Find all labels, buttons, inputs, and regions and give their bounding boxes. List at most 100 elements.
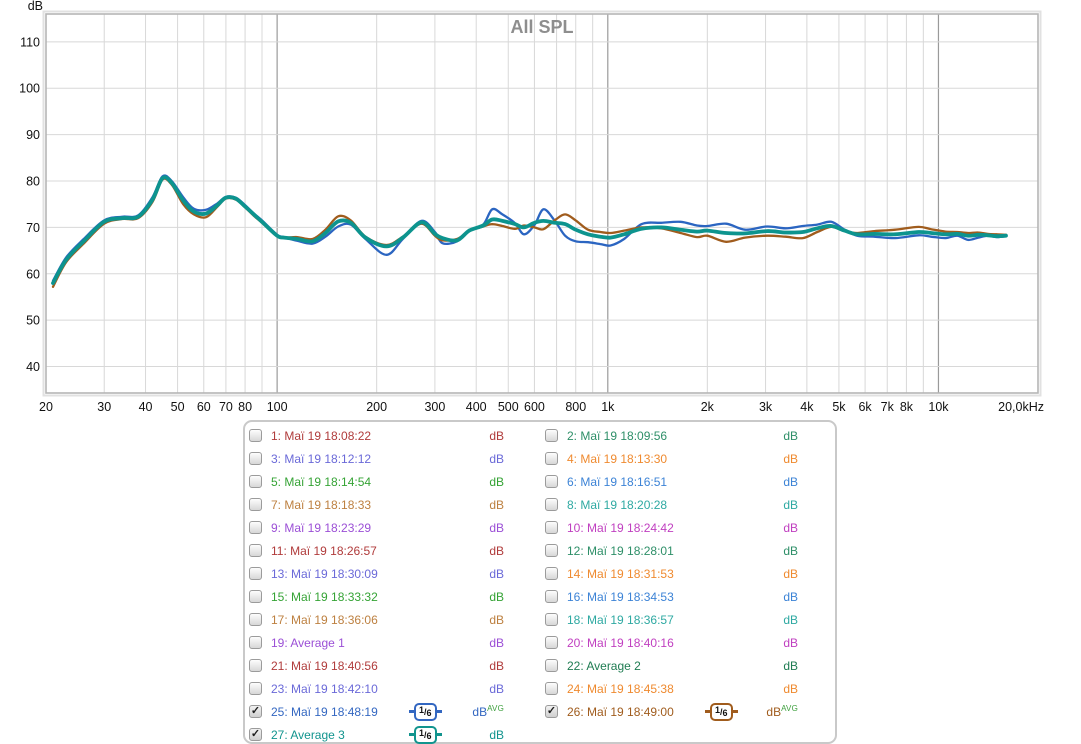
unit-label: dB	[783, 428, 798, 443]
measurement-checkbox[interactable]	[545, 452, 558, 465]
smoothing-badge: 1/6	[409, 725, 442, 744]
x-tick-label: 3k	[759, 400, 773, 414]
legend-row-11: 11: Maï 19 18:26:57 dB	[249, 539, 507, 562]
measurement-checkbox[interactable]	[545, 429, 558, 442]
legend-row-6: 6: Maï 19 18:16:51 dB	[545, 470, 801, 493]
measurement-checkbox[interactable]	[545, 544, 558, 557]
unit-label: dB	[783, 612, 798, 627]
x-tick-label: 50	[171, 400, 185, 414]
measurement-label: 15: Maï 19 18:33:32	[271, 589, 378, 604]
legend-row-15: 15: Maï 19 18:33:32 dB	[249, 585, 507, 608]
legend-row-24: 24: Maï 19 18:45:38 dB	[545, 677, 801, 700]
legend-row-20: 20: Maï 19 18:40:16 dB	[545, 631, 801, 654]
measurement-label: 6: Maï 19 18:16:51	[567, 474, 668, 489]
measurement-label: 21: Maï 19 18:40:56	[271, 658, 378, 673]
x-tick-label: 1k	[601, 400, 615, 414]
measurement-checkbox[interactable]	[249, 452, 262, 465]
unit-label: dB	[783, 589, 798, 604]
unit-label: dB	[489, 658, 504, 673]
unit-label: dB	[783, 566, 798, 581]
plot-frame	[42, 10, 1042, 397]
measurement-label: 13: Maï 19 18:30:09	[271, 566, 378, 581]
unit-label: dB	[783, 474, 798, 489]
unit-label: dB	[489, 681, 504, 696]
unit-label: dB	[783, 520, 798, 535]
x-tick-label: 8k	[900, 400, 914, 414]
measurement-label: 17: Maï 19 18:36:06	[271, 612, 378, 627]
x-tick-label: 100	[267, 400, 288, 414]
measurement-checkbox[interactable]: ✓	[249, 705, 262, 718]
measurement-checkbox[interactable]	[249, 659, 262, 672]
measurement-label: 14: Maï 19 18:31:53	[567, 566, 674, 581]
unit-label: dB	[783, 681, 798, 696]
legend-row-1: 1: Maï 19 18:08:22 dB	[249, 424, 507, 447]
measurement-checkbox[interactable]	[545, 590, 558, 603]
measurement-label: 10: Maï 19 18:24:42	[567, 520, 674, 535]
x-tick-label: 6k	[858, 400, 872, 414]
legend-row-12: 12: Maï 19 18:28:01 dB	[545, 539, 801, 562]
legend-row-5: 5: Maï 19 18:14:54 dB	[249, 470, 507, 493]
unit-label: dB	[489, 474, 504, 489]
unit-label: dB	[783, 497, 798, 512]
measurement-checkbox[interactable]	[249, 475, 262, 488]
y-tick-label: 80	[26, 175, 40, 189]
legend-row-18: 18: Maï 19 18:36:57 dB	[545, 608, 801, 631]
measurement-checkbox[interactable]	[545, 636, 558, 649]
legend-row-23: 23: Maï 19 18:42:10 dB	[249, 677, 507, 700]
measurement-checkbox[interactable]: ✓	[545, 705, 558, 718]
measurement-checkbox[interactable]	[249, 521, 262, 534]
measurement-label: 16: Maï 19 18:34:53	[567, 589, 674, 604]
measurement-checkbox[interactable]	[545, 659, 558, 672]
x-tick-label: 60	[197, 400, 211, 414]
measurement-checkbox[interactable]	[249, 429, 262, 442]
measurement-checkbox[interactable]	[545, 521, 558, 534]
legend-row-26: ✓ 26: Maï 19 18:49:00 1/6 dBAVG	[545, 700, 801, 723]
measurement-checkbox[interactable]	[545, 498, 558, 511]
measurement-checkbox[interactable]	[545, 613, 558, 626]
y-tick-label: 50	[26, 314, 40, 328]
unit-label: dBAVG	[766, 704, 798, 719]
legend-row-27: ✓ 27: Average 3 1/6 dB	[249, 723, 507, 744]
x-tick-label: 800	[565, 400, 586, 414]
measurement-checkbox[interactable]	[249, 590, 262, 603]
chart-title: All SPL	[510, 17, 573, 37]
unit-label: dB	[489, 589, 504, 604]
x-tick-label: 500	[498, 400, 519, 414]
measurement-label: 18: Maï 19 18:36:57	[567, 612, 674, 627]
measurement-checkbox[interactable]	[249, 682, 262, 695]
legend-row-25: ✓ 25: Maï 19 18:48:19 1/6 dBAVG	[249, 700, 507, 723]
measurement-label: 7: Maï 19 18:18:33	[271, 497, 372, 512]
measurement-checkbox[interactable]	[545, 475, 558, 488]
legend-row-9: 9: Maï 19 18:23:29 dB	[249, 516, 507, 539]
measurement-checkbox[interactable]	[545, 682, 558, 695]
legend-row-13: 13: Maï 19 18:30:09 dB	[249, 562, 507, 585]
x-tick-label: 10k	[928, 400, 949, 414]
spl-traces	[51, 174, 1008, 288]
measurement-legend-panel: 1: Maï 19 18:08:22 dB 2: Maï 19 18:09:56 dB…	[243, 420, 837, 744]
measurement-checkbox[interactable]	[249, 498, 262, 511]
smoothing-badge: 1/6	[409, 702, 442, 721]
measurement-label: 24: Maï 19 18:45:38	[567, 681, 674, 696]
unit-label: dB	[489, 612, 504, 627]
avg-indicator: AVG	[781, 704, 798, 713]
x-tick-label: 300	[424, 400, 445, 414]
measurement-checkbox[interactable]: ✓	[249, 728, 262, 741]
measurement-checkbox[interactable]	[249, 567, 262, 580]
measurement-checkbox[interactable]	[545, 567, 558, 580]
unit-label: dB	[783, 635, 798, 650]
x-tick-label: 20	[39, 400, 53, 414]
legend-row-3: 3: Maï 19 18:12:12 dB	[249, 447, 507, 470]
smoothing-slot: 1/6	[409, 725, 465, 744]
unit-label: dB	[783, 451, 798, 466]
measurement-checkbox[interactable]	[249, 636, 262, 649]
measurement-label: 23: Maï 19 18:42:10	[271, 681, 378, 696]
y-tick-label: 60	[26, 267, 40, 281]
unit-label: dB	[489, 520, 504, 535]
unit-label: dBAVG	[472, 704, 504, 719]
unit-label: dB	[489, 428, 504, 443]
measurement-checkbox[interactable]	[249, 613, 262, 626]
measurement-checkbox[interactable]	[249, 544, 262, 557]
x-tick-label: 20,0kHz	[998, 400, 1044, 414]
measurement-label: 12: Maï 19 18:28:01	[567, 543, 674, 558]
